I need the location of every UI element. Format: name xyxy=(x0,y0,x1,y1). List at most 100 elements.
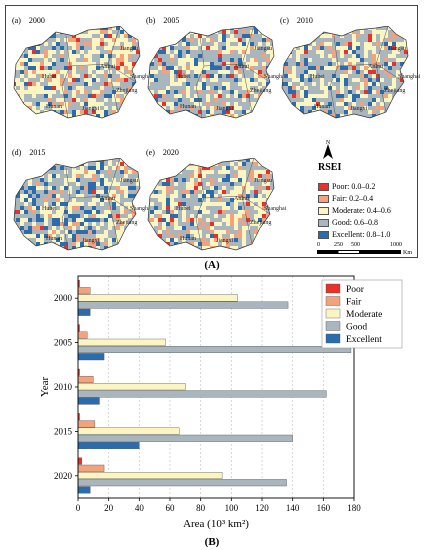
legend-swatch xyxy=(318,219,329,228)
map-year: 2010 xyxy=(296,16,313,25)
x-tick-label: 100 xyxy=(225,503,239,513)
x-tick-label: 180 xyxy=(347,503,361,513)
province-label: Hubei xyxy=(176,206,191,212)
province-label: Jiangsu xyxy=(120,178,138,184)
province-label: Hunan xyxy=(46,104,62,110)
x-tick-label: 40 xyxy=(135,503,145,513)
province-label: Zhejiang xyxy=(250,220,272,226)
legend-label: Moderate: 0.4–0.6 xyxy=(332,206,391,215)
map-year: 2015 xyxy=(29,148,46,157)
legend-label: Good: 0.6–0.8 xyxy=(332,218,378,227)
map-letter: (b) xyxy=(146,16,156,25)
y-tick-label: 2020 xyxy=(54,471,73,481)
legend-item: Moderate: 0.4–0.6 xyxy=(318,206,391,216)
province-label: Anhui xyxy=(234,196,249,202)
x-tick-label: 0 xyxy=(76,503,81,513)
province-label: Jiangxi xyxy=(216,106,234,112)
x-axis-label: Area (10³ km²) xyxy=(183,518,249,530)
bar-good xyxy=(77,479,287,487)
scale-tick: 0 xyxy=(317,242,320,248)
map-label: (a) 2000 xyxy=(12,16,53,25)
north-arrow-icon: N xyxy=(323,140,333,159)
scale-bar: 0 250 500 1000 Km xyxy=(317,242,412,256)
map-year: 2005 xyxy=(163,16,180,25)
rsei-map-graphic xyxy=(281,26,409,119)
y-tick-label: 2015 xyxy=(54,426,73,436)
province-label: Jiangxi xyxy=(82,106,100,112)
legend-label: Good xyxy=(346,323,367,333)
legend-label: Excellent: 0.8–1.0 xyxy=(332,230,391,239)
bar-good xyxy=(77,345,352,353)
province-label: Anhui xyxy=(234,64,249,70)
legend-label: Fair xyxy=(346,298,362,308)
legend-label: Excellent xyxy=(346,335,382,345)
legend-title: RSEI xyxy=(318,162,342,173)
province-label: Zhejiang xyxy=(250,88,272,94)
map-2000: (a) 2000 Hubei Anhui Jiangsu Hunan Jiangxi Zhej… xyxy=(12,16,152,120)
province-label: Anhui xyxy=(368,64,383,70)
province-label: Jiangsu xyxy=(388,46,406,52)
province-label: Zhejiang xyxy=(384,88,406,94)
scale-unit: Km xyxy=(403,250,412,256)
legend-swatch xyxy=(318,183,329,192)
bar-fair xyxy=(77,420,96,428)
legend-item: Fair: 0.2–0.4 xyxy=(318,194,373,204)
x-tick-label: 60 xyxy=(166,503,176,513)
map-letter: (a) xyxy=(12,16,21,25)
legend-item: Good: 0.6–0.8 xyxy=(318,218,378,228)
map-2020: (e) 2020 Hubei Anhui Jiangsu Hunan Jiangxi Zhej… xyxy=(146,148,286,252)
y-tick-label: 2005 xyxy=(54,338,73,348)
province-label: Jiangxi xyxy=(216,238,234,244)
legend-label: Moderate xyxy=(346,310,382,320)
rsei-map-graphic xyxy=(13,158,141,251)
legend-swatch xyxy=(325,308,341,319)
province-label: Zhejiang xyxy=(116,88,138,94)
rsei-map-graphic xyxy=(13,26,141,119)
rsei-legend: N RSEI Poor: 0.0–0.2 Fair: 0.2–0.4 Moderat… xyxy=(309,139,417,257)
legend-swatch xyxy=(318,195,329,204)
north-label: N xyxy=(326,140,331,146)
scale-tick: 250 xyxy=(334,242,343,248)
legend-swatch xyxy=(325,321,341,331)
rsei-map-graphic xyxy=(147,158,275,251)
bar-fair xyxy=(77,331,88,339)
bar-moderate xyxy=(77,427,180,435)
province-label: Zhejiang xyxy=(116,220,138,226)
province-label: Shanghai xyxy=(130,206,153,212)
legend-label: Poor xyxy=(346,285,365,295)
bar-poor xyxy=(77,457,83,465)
scale-tick: 1000 xyxy=(390,242,402,248)
bar-excellent xyxy=(77,308,91,316)
bar-moderate xyxy=(77,294,238,302)
legend-swatch xyxy=(318,231,329,240)
province-label: Shanghai xyxy=(264,206,287,212)
map-letter: (d) xyxy=(12,148,22,157)
map-2015: (d) 2015 Hubei Anhui Jiangsu Hunan Jiangxi Zhej… xyxy=(12,148,152,252)
legend-swatch xyxy=(325,333,341,344)
province-label: Hunan xyxy=(180,236,196,242)
bar-good xyxy=(77,390,327,398)
province-label: Jiangxi xyxy=(350,106,368,112)
legend-item: Poor: 0.0–0.2 xyxy=(318,182,375,192)
map-label: (c) 2010 xyxy=(280,16,321,25)
area-bar-chart: 0 20 40 60 80 100 120 140 160 180 2000 2005 2010 2015… xyxy=(39,275,403,530)
bar-excellent xyxy=(77,486,91,494)
province-label: Anhui xyxy=(100,196,115,202)
legend-swatch xyxy=(325,296,341,306)
map-year: 2020 xyxy=(162,148,179,157)
province-label: Jiangsu xyxy=(120,46,138,52)
scale-tick: 500 xyxy=(351,242,360,248)
x-tick-label: 120 xyxy=(255,503,269,513)
bar-fair xyxy=(77,375,94,383)
bar-excellent xyxy=(77,353,105,361)
province-label: Shanghai xyxy=(264,74,287,80)
plot-frame xyxy=(77,275,355,499)
map-label: (d) 2015 xyxy=(12,148,53,157)
y-axis-label: Year xyxy=(39,377,51,398)
bar-fair xyxy=(77,287,91,295)
province-label: Hunan xyxy=(314,104,330,110)
legend-item: Excellent: 0.8–1.0 xyxy=(318,230,390,240)
legend-label: Poor: 0.0–0.2 xyxy=(332,182,376,191)
province-label: Jiangsu xyxy=(254,178,272,184)
province-label: Jiangxi xyxy=(82,238,100,244)
